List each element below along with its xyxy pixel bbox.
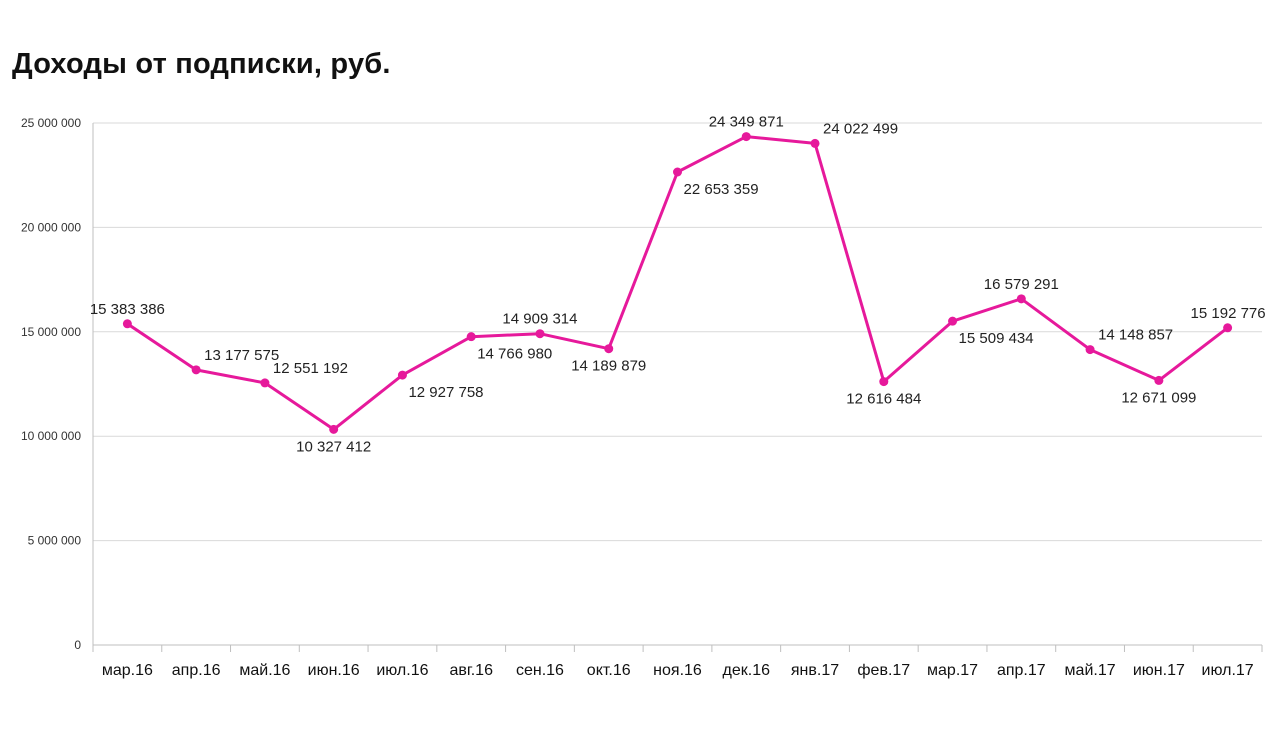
x-tick-label: мар.17 [927, 662, 978, 679]
data-label: 15 383 386 [90, 301, 165, 318]
x-tick-label: дек.16 [723, 662, 771, 679]
series-line [126, 135, 1229, 431]
data-label: 14 189 879 [571, 358, 646, 375]
x-tick-label: апр.16 [172, 662, 221, 679]
x-tick-label: июн.17 [1133, 662, 1185, 679]
y-tick-label: 0 [74, 638, 81, 652]
data-label: 22 653 359 [684, 181, 759, 198]
data-label: 12 616 484 [846, 391, 921, 408]
data-point [741, 132, 751, 142]
y-tick-label: 25 000 000 [21, 116, 81, 130]
y-tick-label: 5 000 000 [28, 534, 82, 548]
data-label: 12 551 192 [273, 360, 348, 377]
data-point [1085, 345, 1095, 355]
x-tick-label: авг.16 [449, 662, 493, 679]
x-tick-label: апр.17 [997, 662, 1046, 679]
grid-lines [93, 122, 1262, 542]
data-label: 15 192 776 [1191, 305, 1266, 322]
data-label: 14 148 857 [1098, 327, 1173, 344]
data-point [1016, 294, 1026, 304]
data-point [673, 167, 682, 177]
x-tick-label: сен.16 [516, 662, 564, 679]
x-tick-label: июл.17 [1202, 662, 1254, 679]
data-point [466, 332, 476, 342]
x-tick-label: июн.16 [308, 662, 360, 679]
y-tick-label: 10 000 000 [21, 429, 81, 443]
x-axis-ticks: мар.16 апр.16 май.16 июн.16 июл.16 авг.16 сен.… [102, 662, 1254, 679]
y-tick-label: 20 000 000 [21, 220, 81, 234]
data-label: 24 022 499 [823, 120, 898, 137]
data-label: 13 177 575 [204, 347, 279, 364]
data-label: 24 349 871 [709, 114, 784, 131]
data-point [329, 424, 339, 434]
data-label: 14 909 314 [502, 311, 577, 328]
data-point [948, 316, 958, 326]
data-label: 12 671 099 [1121, 389, 1196, 406]
data-point [260, 378, 270, 388]
x-tick-label: май.17 [1065, 662, 1116, 679]
data-point [810, 138, 820, 148]
x-tick-label: май.16 [239, 662, 290, 679]
data-point [397, 370, 407, 380]
data-label: 15 509 434 [959, 330, 1034, 347]
data-point [879, 377, 889, 387]
chart-title: Доходы от подписки, руб. [12, 48, 391, 80]
y-tick-label: 15 000 000 [21, 325, 81, 339]
x-tick-label: мар.16 [102, 662, 153, 679]
x-tick-label: фев.17 [857, 662, 910, 679]
data-label: 14 766 980 [477, 346, 552, 363]
axes [92, 123, 1263, 652]
data-point [1223, 323, 1233, 333]
series-subscription-revenue [122, 132, 1233, 434]
x-tick-label: ноя.16 [653, 662, 702, 679]
x-tick-label: окт.16 [587, 662, 631, 679]
data-label: 16 579 291 [984, 276, 1059, 293]
data-label: 10 327 412 [296, 438, 371, 455]
x-tick-label: янв.17 [791, 662, 839, 679]
data-point [535, 329, 545, 339]
data-point [604, 344, 614, 354]
data-point [122, 319, 132, 329]
y-axis-ticks: 0 5 000 000 10 000 000 15 000 000 20 000 000… [21, 116, 81, 652]
x-tick-label: июл.16 [376, 662, 428, 679]
data-label: 12 927 758 [408, 384, 483, 401]
data-point [191, 365, 201, 375]
data-point [1154, 375, 1164, 385]
